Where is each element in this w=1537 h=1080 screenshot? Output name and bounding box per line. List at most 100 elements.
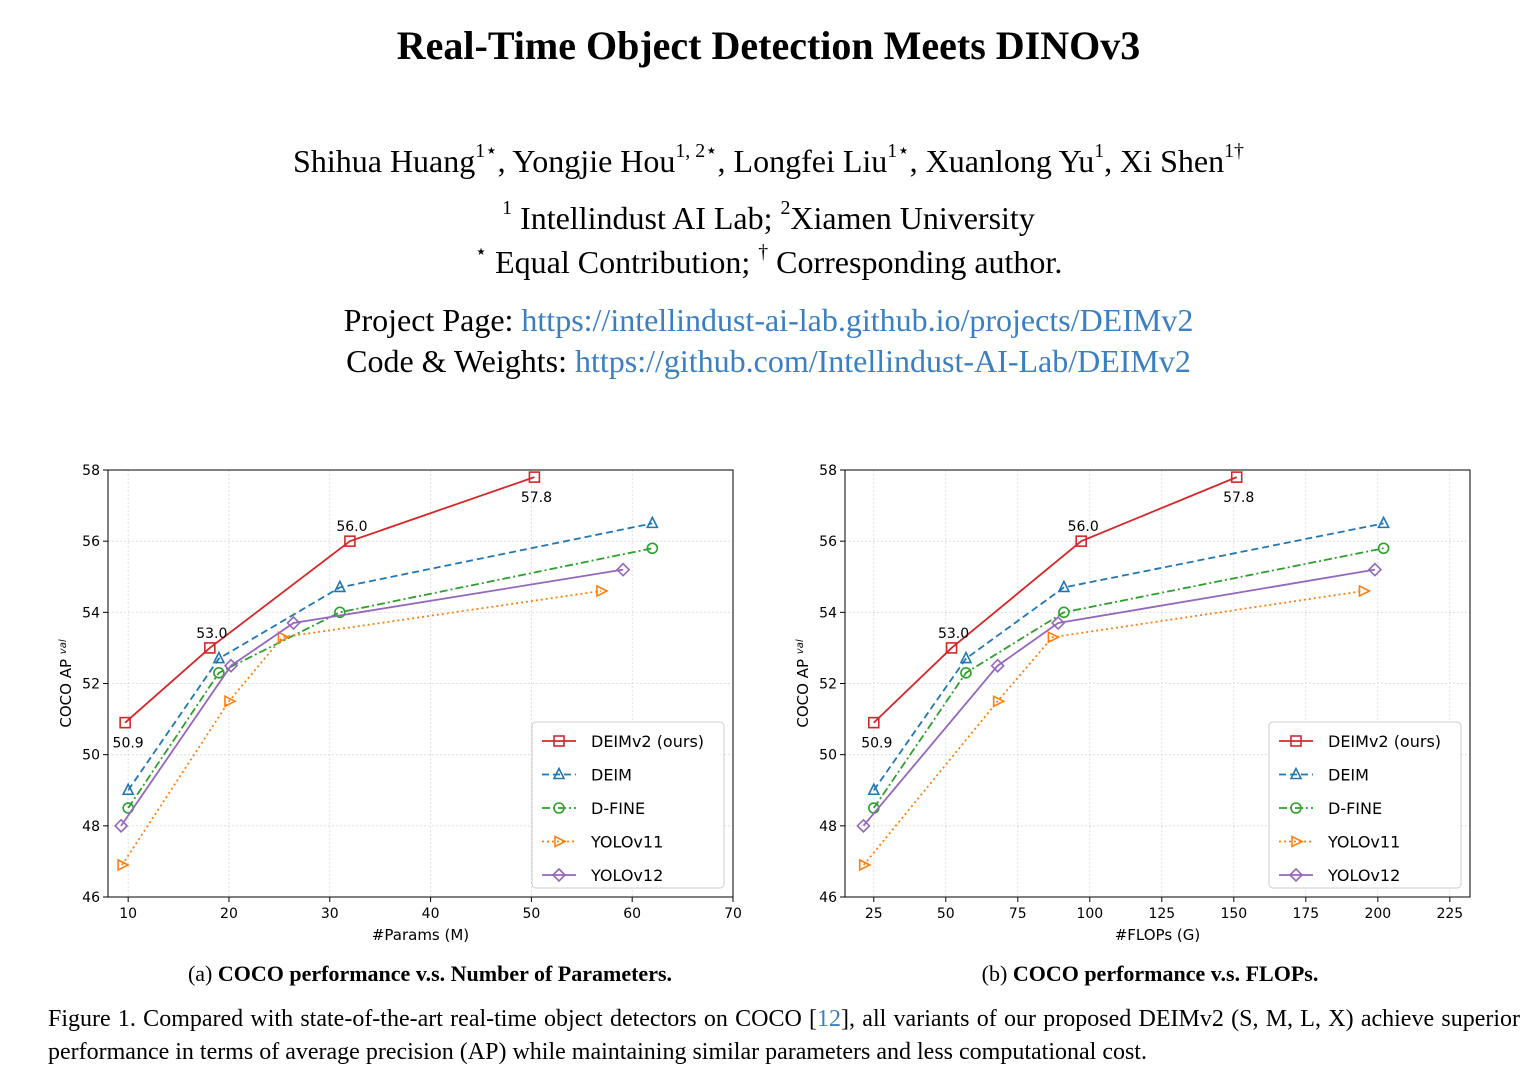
x-axis-label: #Params (M) — [372, 926, 469, 944]
data-point — [959, 650, 973, 664]
equal-contribution-note: Equal Contribution; — [487, 244, 759, 280]
dagger-mark: † — [758, 241, 769, 264]
series-line — [873, 522, 1384, 791]
figure-caption: Figure 1. Compared with state-of-the-art… — [48, 1003, 1520, 1069]
data-point — [1377, 515, 1390, 529]
y-tick-label: 50 — [82, 748, 100, 764]
data-point — [1058, 606, 1070, 619]
data-label: 50.9 — [113, 736, 144, 752]
legend-label: YOLOv11 — [590, 833, 663, 852]
contribution-notes: ⋆ Equal Contribution; † Corresponding au… — [0, 241, 1537, 281]
legend-label: D-FINE — [1328, 799, 1382, 818]
series-line — [873, 476, 1238, 724]
chart-params-svg: 10 20 30 40 50 60 70 46 48 50 52 54 56 58 #Params (M) C… — [57, 463, 742, 944]
series-deimv2-ours- — [119, 471, 541, 729]
figure-caption-text-end: ], all variants of our proposed DEIMv2 (… — [48, 1006, 1520, 1065]
legend-marker — [1288, 867, 1304, 883]
x-tick-label: 20 — [220, 906, 238, 922]
y-tick-label: 54 — [819, 605, 837, 621]
legend-marker — [554, 835, 567, 848]
legend-label: YOLOv12 — [590, 866, 663, 885]
author-separator: , — [717, 143, 734, 179]
legend-box — [531, 721, 725, 889]
data-label: 57.8 — [521, 490, 552, 506]
affiliation-org: Intellindust AI Lab; — [512, 200, 781, 236]
legend-marker — [553, 735, 565, 747]
y-axis-label: COCO AP val — [57, 639, 75, 727]
legend-marker — [1289, 766, 1303, 780]
series-deimv2-ours- — [868, 471, 1243, 729]
legend-label: DEIMv2 (ours) — [591, 732, 704, 751]
series-yolov11 — [117, 584, 609, 872]
x-tick-label: 225 — [1436, 906, 1463, 922]
y-tick-label: 52 — [82, 677, 100, 693]
data-point — [344, 535, 356, 547]
legend-marker — [552, 766, 566, 780]
legend-marker — [553, 802, 565, 814]
data-point — [990, 658, 1005, 673]
series-deim — [121, 515, 659, 796]
chart-flops-svg: 25 50 75 100 125 150 175 200 225 46 48 50 52 54 56 58 #F… — [794, 463, 1471, 944]
series-line — [124, 476, 535, 724]
legend-label: YOLOv12 — [1327, 866, 1400, 885]
legend-marker — [1290, 735, 1302, 747]
x-tick-label: 150 — [1220, 906, 1247, 922]
data-point — [867, 782, 881, 796]
data-point — [286, 615, 301, 631]
x-tick-label: 200 — [1364, 906, 1391, 922]
series-deim — [867, 515, 1390, 796]
data-label: 56.0 — [336, 519, 367, 535]
x-tick-label: 50 — [937, 906, 955, 922]
legend: DEIMv2 (ours) DEIM D-FINE YOLOv11 YOLOv12 — [531, 721, 725, 889]
author-separator: , — [497, 143, 513, 179]
series-yolov11 — [858, 584, 1372, 872]
legend-label: DEIM — [591, 766, 632, 785]
code-weights-label: Code & Weights: — [346, 343, 575, 379]
data-point — [212, 650, 226, 664]
chart-flops: 25 50 75 100 125 150 175 200 225 46 48 50 52 54 56 58 #F… — [787, 450, 1487, 955]
author-affiliation-mark: 1⋆ — [887, 140, 910, 163]
project-page-line: Project Page: https://intellindust-ai-la… — [0, 302, 1537, 339]
subcaption-b-prefix: (b) — [981, 961, 1013, 986]
x-tick-label: 100 — [1076, 906, 1103, 922]
series-line — [121, 590, 602, 866]
data-point — [334, 606, 346, 619]
author-list: Shihua Huang1⋆, Yongjie Hou1, 2⋆, Longfe… — [0, 140, 1537, 180]
author-name: Xi Shen — [1120, 143, 1225, 179]
y-tick-label: 58 — [819, 463, 837, 479]
series-line — [862, 568, 1376, 827]
citation-link[interactable]: 12 — [817, 1006, 842, 1032]
data-point — [646, 542, 659, 555]
x-tick-label: 175 — [1292, 906, 1319, 922]
legend-label: D-FINE — [591, 799, 645, 818]
x-axis-label: #FLOPs (G) — [1115, 926, 1201, 944]
legend-marker — [1291, 835, 1304, 848]
data-label: 53.0 — [196, 626, 227, 642]
x-tick-label: 60 — [623, 906, 641, 922]
y-tick-label: 52 — [819, 677, 837, 693]
code-weights-link[interactable]: https://github.com/Intellindust-AI-Lab/D… — [574, 343, 1191, 379]
series-line — [873, 547, 1384, 809]
x-tick-label: 125 — [1148, 906, 1175, 922]
data-point — [204, 642, 216, 654]
x-tick-label: 50 — [522, 906, 540, 922]
x-tick-label: 10 — [119, 906, 137, 922]
data-point — [858, 858, 872, 872]
y-tick-label: 54 — [82, 605, 100, 621]
project-page-label: Project Page: — [343, 302, 522, 338]
data-label: 56.0 — [1068, 519, 1099, 535]
affiliation-org: Xiamen University — [790, 200, 1035, 236]
data-point — [277, 630, 291, 644]
data-point — [223, 658, 239, 673]
legend-marker — [551, 867, 567, 883]
plot-frame — [107, 469, 734, 898]
x-tick-label: 30 — [321, 906, 339, 922]
data-point — [960, 667, 972, 679]
project-page-link[interactable]: https://intellindust-ai-lab.github.io/pr… — [521, 302, 1194, 338]
y-axis-label: COCO AP val — [794, 639, 812, 727]
data-point — [1358, 584, 1372, 598]
data-label: 57.8 — [1223, 490, 1254, 506]
x-tick-label: 75 — [1009, 906, 1027, 922]
affiliations: 1 Intellindust AI Lab; 2Xiamen Universit… — [0, 198, 1537, 237]
paper-title: Real-Time Object Detection Meets DINOv3 — [396, 23, 1141, 68]
